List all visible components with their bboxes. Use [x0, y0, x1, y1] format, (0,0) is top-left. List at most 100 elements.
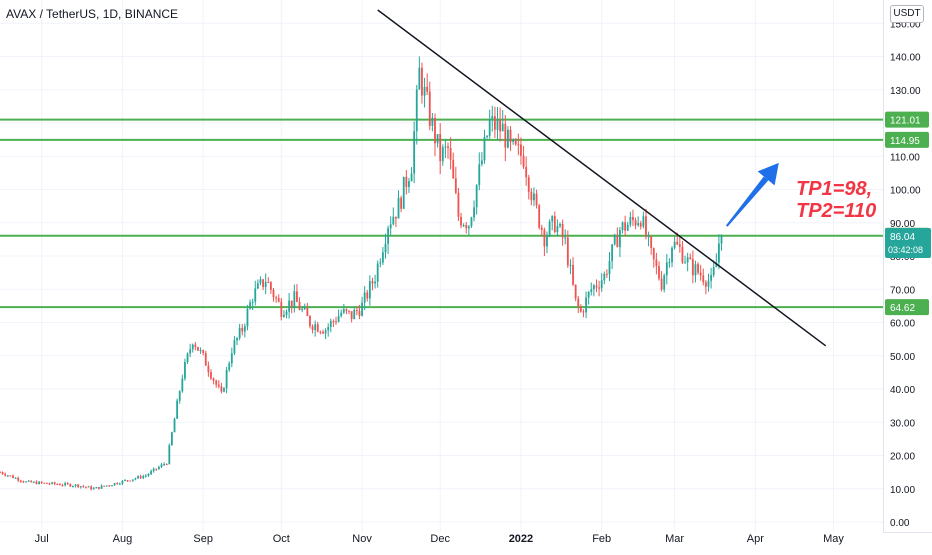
candle [1, 471, 4, 475]
candle [355, 306, 358, 316]
candle [259, 276, 262, 286]
y-tick-label: 70.00 [890, 285, 915, 296]
candle [569, 259, 572, 275]
candle [17, 476, 20, 483]
candle [329, 318, 332, 333]
candle-body [87, 486, 90, 488]
candle-body [22, 481, 25, 483]
candle-body [387, 228, 390, 244]
candle-body [590, 289, 593, 292]
candle-body [40, 481, 43, 483]
candle [337, 309, 340, 323]
candle [504, 115, 507, 162]
candle-body [186, 353, 189, 363]
candle [426, 73, 429, 95]
candle [236, 337, 238, 346]
axis-corner [883, 532, 932, 551]
candle-body [535, 193, 538, 206]
candle [131, 479, 134, 482]
candle-body [272, 289, 275, 298]
x-tick-label: Jul [35, 533, 49, 545]
last-price-badge[interactable]: 86.04 03:42:08 [885, 227, 931, 258]
level-price-badge[interactable]: 121.01 [885, 111, 929, 128]
candle [613, 233, 616, 246]
x-tick-label: Dec [430, 533, 450, 545]
level-price-badge[interactable]: 114.95 [885, 131, 929, 148]
candle-body [324, 330, 327, 334]
candle-body [475, 185, 478, 208]
candle [246, 304, 249, 331]
level-price-badge[interactable]: 64.62 [885, 299, 929, 316]
candle-body [551, 216, 554, 222]
candle-body [32, 481, 35, 483]
candle-body [655, 259, 658, 267]
candle [665, 253, 668, 285]
candle [561, 219, 564, 246]
candle-body [366, 292, 369, 299]
candle [577, 295, 580, 313]
candle [720, 234, 723, 251]
candle-body [0, 472, 1, 474]
candle [478, 152, 481, 191]
y-tick-label: 30.00 [890, 418, 915, 429]
candle-body [582, 311, 585, 313]
price-axis[interactable]: 0.00 10.00 20.00 30.00 40.00 50.00 60.00 70.00 8… [883, 0, 932, 550]
candle-body [243, 326, 246, 332]
candle-body [254, 288, 257, 302]
candle [381, 247, 384, 265]
y-tick-label: 60.00 [890, 319, 915, 330]
candle [395, 216, 397, 227]
candle-body [418, 67, 421, 90]
candle [277, 294, 280, 303]
candle-body [95, 487, 98, 489]
candle [525, 156, 528, 186]
candle-body [556, 226, 559, 233]
candle-body [293, 291, 296, 307]
last-price-badge-bg [885, 227, 931, 258]
candle-body [397, 197, 400, 219]
x-tick-label: Oct [273, 533, 290, 545]
y-tick-label: 0.00 [890, 518, 910, 529]
candle [447, 142, 449, 159]
candle [301, 306, 304, 313]
trend-line-layer [377, 9, 827, 347]
candle-body [611, 244, 614, 262]
trend-line[interactable] [377, 9, 827, 347]
candle-body [275, 297, 278, 299]
candle-body [423, 86, 426, 96]
candle [671, 246, 673, 268]
candle-body [454, 178, 457, 193]
candle-body [658, 266, 660, 279]
candle-body [605, 273, 608, 275]
level-badge-bg [885, 299, 929, 316]
level-badge-bg [885, 131, 929, 148]
candle-body [25, 481, 27, 483]
candle-body [6, 475, 9, 477]
candle-body [355, 310, 358, 312]
candle [215, 379, 218, 388]
candle-body [436, 134, 439, 144]
candle-body [478, 164, 481, 186]
candle [142, 474, 145, 480]
candle-body [288, 300, 291, 312]
candle [681, 240, 684, 264]
candle [684, 255, 686, 264]
candle-body [363, 292, 366, 303]
candle [98, 487, 100, 490]
currency-badge[interactable]: USDT [890, 5, 924, 23]
candle [559, 222, 561, 229]
candle [434, 113, 436, 157]
candle-body [392, 216, 395, 225]
candle-body [650, 236, 653, 249]
y-tick-label: 100.00 [890, 186, 921, 197]
arrow-head[interactable] [757, 162, 779, 186]
candle [454, 166, 457, 195]
candle-body [543, 229, 546, 247]
candle [655, 252, 658, 275]
price-axis-canvas[interactable]: 0.00 10.00 20.00 30.00 40.00 50.00 60.00 70.00 8… [884, 0, 932, 550]
arrow-shaft[interactable] [725, 176, 769, 227]
candle-body [303, 308, 306, 310]
candle-body [379, 262, 382, 264]
